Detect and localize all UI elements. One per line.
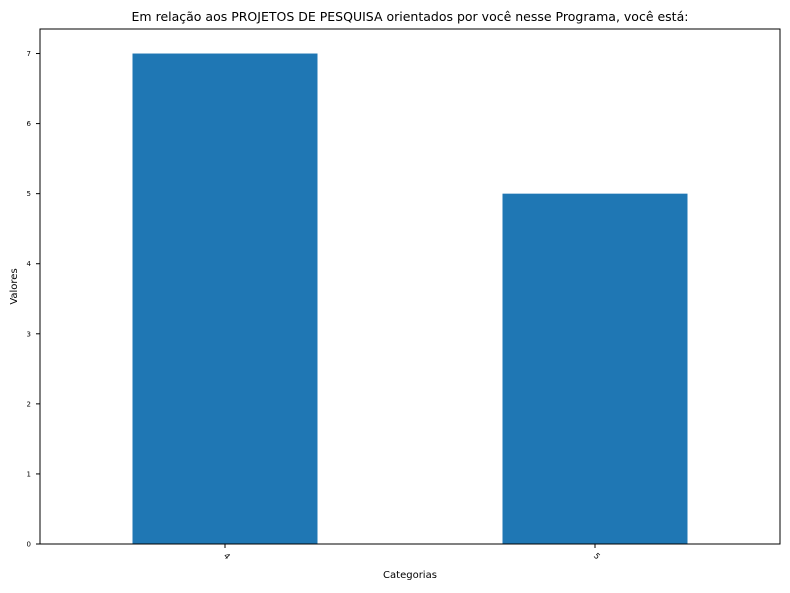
- y-tick-label: 6: [27, 120, 32, 128]
- x-tick-label: 5: [592, 551, 602, 561]
- axes-frame: [39, 28, 781, 545]
- y-tick-label: 2: [27, 400, 31, 408]
- y-axis-ticks: 0 1 2 3 4 5 6 7: [27, 50, 40, 549]
- bar-5: [502, 193, 688, 545]
- bars-layer: [132, 53, 688, 545]
- chart-title: Em relação aos PROJETOS DE PESQUISA orie…: [132, 9, 689, 24]
- y-tick-label: 7: [27, 50, 31, 58]
- x-axis-label: Categorias: [383, 570, 437, 581]
- y-tick-label: 5: [27, 190, 31, 198]
- y-tick-label: 1: [27, 470, 31, 478]
- bar-4: [132, 53, 318, 545]
- y-tick-label: 0: [27, 541, 31, 549]
- y-tick-label: 3: [27, 330, 31, 338]
- x-tick-label: 4: [222, 551, 232, 561]
- y-tick-label: 4: [27, 260, 32, 268]
- y-axis-label: Valores: [9, 268, 20, 304]
